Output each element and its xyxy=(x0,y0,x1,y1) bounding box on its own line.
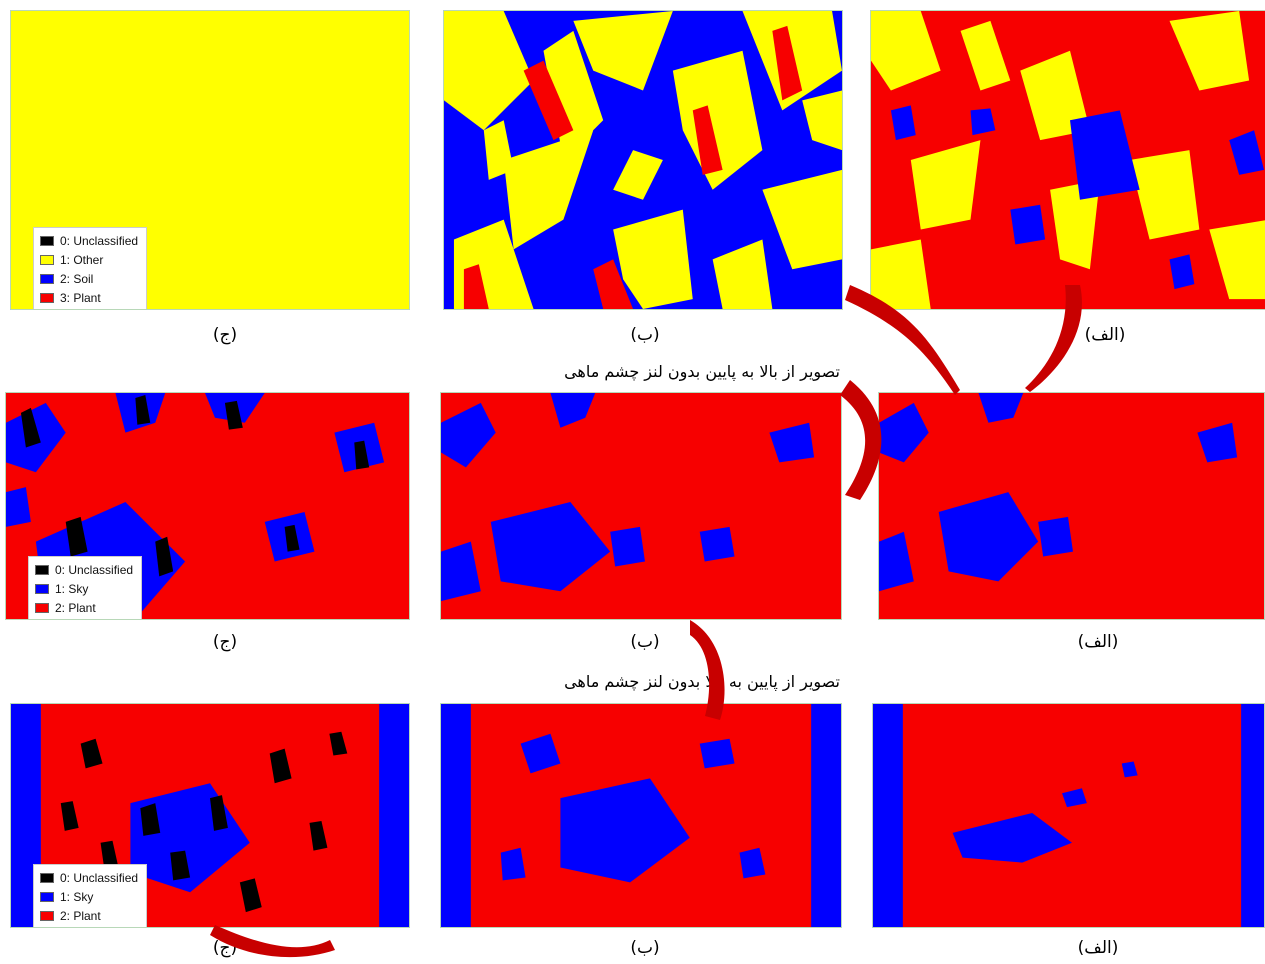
legend-label: 2: Plant xyxy=(55,600,96,615)
legend-swatch-black xyxy=(35,564,49,575)
legend-item: 3: Plant xyxy=(40,288,138,307)
row1-legend: 0: Unclassified 1: Other 2: Soil 3: Plan… xyxy=(33,227,148,309)
row2-caption-middle: (ب) xyxy=(630,632,660,652)
legend-label: 0: Unclassified xyxy=(55,562,134,577)
row1-panel-left: 0: Unclassified 1: Other 2: Soil 3: Plan… xyxy=(10,10,410,310)
row2-legend: 0: Unclassified 1: Sky 2: Plant xyxy=(28,556,143,619)
row3-panel-middle xyxy=(440,703,842,928)
legend-label: 1: Other xyxy=(60,252,104,267)
legend-swatch-blue xyxy=(40,273,54,284)
row2-title: تصویر از بالا به پایین بدون لنز چشم ماهی xyxy=(564,362,840,381)
legend-item: 2: Plant xyxy=(35,598,133,617)
row3-panel-right xyxy=(872,703,1265,928)
row1-panel-right xyxy=(870,10,1265,310)
legend-label: 0: Unclassified xyxy=(60,233,139,248)
legend-item: 0: Unclassified xyxy=(40,231,138,250)
legend-label: 2: Plant xyxy=(60,908,101,923)
legend-swatch-black xyxy=(40,872,54,883)
row2-caption-left: (ج) xyxy=(212,632,238,652)
row1-caption-middle: (ب) xyxy=(630,325,660,345)
row1-panel-middle xyxy=(443,10,843,310)
row2-panel-left: 0: Unclassified 1: Sky 2: Plant xyxy=(5,392,410,620)
row3-caption-right: (الف) xyxy=(1077,938,1119,958)
legend-label: 2: Soil xyxy=(60,271,94,286)
row1-caption-left: (ج) xyxy=(212,325,238,345)
legend-item: 0: Unclassified xyxy=(35,560,133,579)
legend-swatch-blue xyxy=(40,891,54,902)
row1-caption-right: (الف) xyxy=(1084,325,1126,345)
row3-panel-left: 0: Unclassified 1: Sky 2: Plant xyxy=(10,703,410,928)
legend-swatch-red xyxy=(35,602,49,613)
legend-swatch-red xyxy=(40,292,54,303)
row2-panel-middle xyxy=(440,392,842,620)
row2-panel-right xyxy=(878,392,1265,620)
legend-swatch-red xyxy=(40,910,54,921)
row3-legend: 0: Unclassified 1: Sky 2: Plant xyxy=(33,864,148,927)
legend-swatch-yellow xyxy=(40,254,54,265)
legend-swatch-blue xyxy=(35,583,49,594)
legend-item: 2: Soil xyxy=(40,269,138,288)
legend-item: 1: Sky xyxy=(40,887,138,906)
row2-caption-right: (الف) xyxy=(1077,632,1119,652)
row3-caption-left: (ج) xyxy=(212,938,238,958)
row3-caption-middle: (ب) xyxy=(630,938,660,958)
legend-item: 2: Plant xyxy=(40,906,138,925)
legend-label: 0: Unclassified xyxy=(60,870,139,885)
legend-item: 1: Sky xyxy=(35,579,133,598)
legend-item: 0: Unclassified xyxy=(40,868,138,887)
legend-swatch-black xyxy=(40,235,54,246)
legend-label: 1: Sky xyxy=(55,581,89,596)
legend-label: 1: Sky xyxy=(60,889,94,904)
legend-item: 1: Other xyxy=(40,250,138,269)
legend-label: 3: Plant xyxy=(60,290,101,305)
row3-title: تصویر از پایین به بالا بدون لنز چشم ماهی xyxy=(564,672,840,691)
